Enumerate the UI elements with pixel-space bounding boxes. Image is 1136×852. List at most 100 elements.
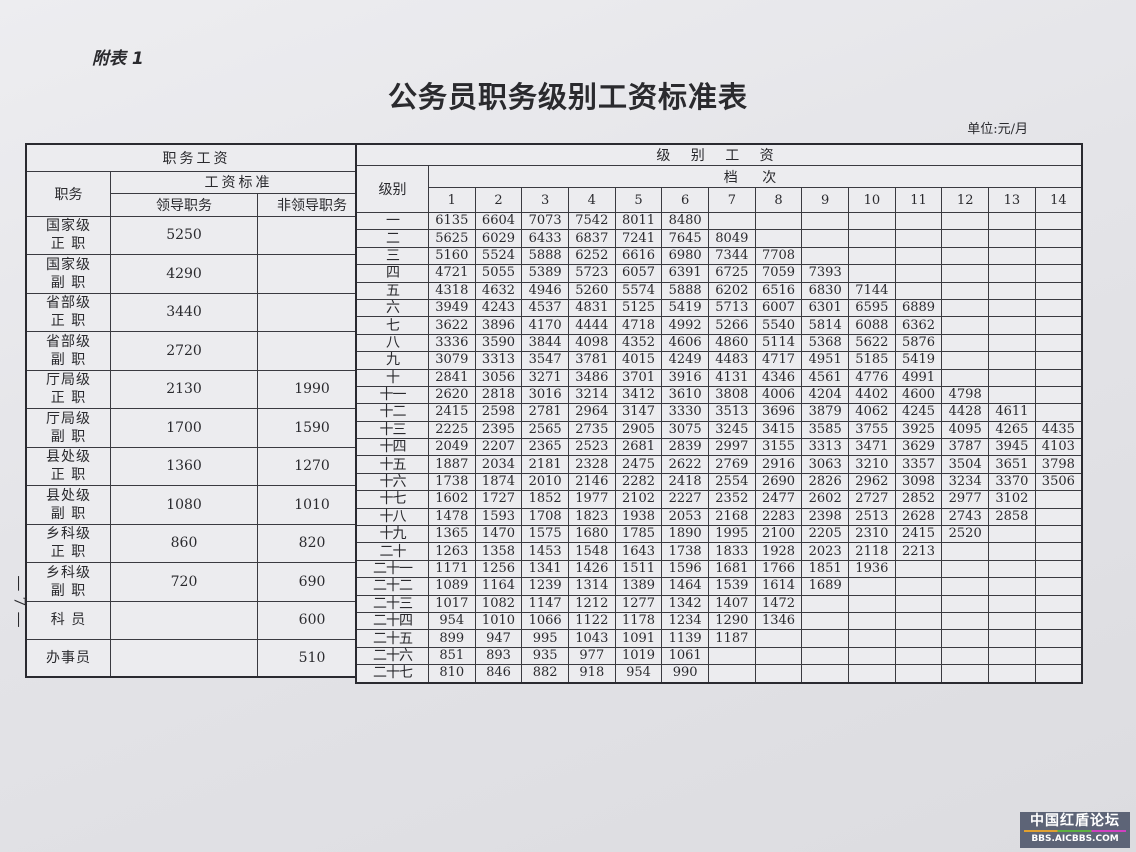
salary-cell: 954 <box>614 664 663 684</box>
salary-cell: 3651 <box>988 455 1036 474</box>
salary-cell: 2962 <box>848 472 896 492</box>
salary-cell: 2168 <box>708 507 756 527</box>
salary-cell: 1290 <box>708 611 756 631</box>
table-row: 十 2841 3056 3271 3486 3701 3916 4131 4346 4561 477… <box>355 368 1083 387</box>
salary-cell: 5114 <box>754 333 803 353</box>
position-text: 国家级 <box>45 218 91 235</box>
table-row: 一 6135 6604 7073 7542 8011 8480 <box>355 211 1083 231</box>
salary-cell: 4318 <box>427 281 476 300</box>
empty-cell <box>801 594 850 613</box>
nonleader-salary <box>257 254 368 294</box>
level-cell: 十二 <box>355 403 429 422</box>
level-cell: 一 <box>355 211 429 231</box>
table-row: 九 3079 3313 3547 3781 4015 4249 4483 4717 4951 518… <box>355 351 1083 370</box>
level-cell: 二十 <box>355 542 429 561</box>
salary-cell: 1171 <box>427 559 476 579</box>
empty-cell <box>941 611 990 631</box>
salary-cell: 8011 <box>614 211 663 231</box>
salary-cell: 2395 <box>474 420 523 440</box>
salary-cell: 3210 <box>848 455 896 474</box>
salary-cell: 4951 <box>801 351 850 370</box>
position-text: 办事员 <box>45 649 91 666</box>
nonleader-salary: 1990 <box>257 369 368 409</box>
table-row: 三 5160 5524 5888 6252 6616 6980 7344 7708 <box>355 246 1083 266</box>
empty-cell <box>1034 281 1083 300</box>
empty-cell <box>941 646 990 666</box>
salary-cell: 6516 <box>754 281 803 300</box>
empty-cell <box>1034 264 1083 283</box>
position-cell: 乡科级正 职 <box>25 523 111 563</box>
position-text: 正 职 <box>50 236 87 253</box>
salary-cell: 1453 <box>521 542 569 561</box>
salary-cell: 2146 <box>567 472 616 492</box>
salary-cell: 1389 <box>614 577 663 596</box>
empty-cell <box>988 298 1036 318</box>
salary-cell: 1596 <box>661 559 709 579</box>
position-text: 县处级 <box>45 449 91 466</box>
position-cell: 办事员 <box>25 638 111 678</box>
salary-cell: 1139 <box>661 629 709 648</box>
salary-cell: 4721 <box>427 264 476 283</box>
salary-cell: 3755 <box>848 420 896 440</box>
salary-cell: 1938 <box>614 507 663 527</box>
salary-cell: 3330 <box>661 403 709 422</box>
leader-salary <box>109 600 259 640</box>
empty-cell <box>941 298 990 318</box>
salary-cell: 3075 <box>661 420 709 440</box>
salary-cell: 3313 <box>801 438 850 457</box>
step-header: 4 <box>567 187 616 213</box>
unit-label: 单位:元/月 <box>967 122 1028 137</box>
step-header: 2 <box>474 187 523 213</box>
salary-cell: 3486 <box>567 368 616 387</box>
nonleader-salary: 690 <box>257 562 368 602</box>
table-row: 乡科级正 职 860 820 <box>25 523 368 563</box>
salary-cell: 1680 <box>567 525 616 544</box>
salary-cell: 2565 <box>521 420 569 440</box>
salary-cell: 1874 <box>474 472 523 492</box>
table-row: 省部级正 职 3440 <box>25 292 368 332</box>
position-cell: 厅局级正 职 <box>25 369 111 409</box>
position-cell: 省部级正 职 <box>25 292 111 332</box>
salary-cell: 1043 <box>567 629 616 648</box>
salary-cell: 1091 <box>614 629 663 648</box>
salary-cell: 5574 <box>614 281 663 300</box>
salary-cell: 3547 <box>521 351 569 370</box>
salary-cell: 1341 <box>521 559 569 579</box>
empty-cell <box>941 594 990 613</box>
nonleader-salary <box>257 331 368 371</box>
salary-cell: 5160 <box>427 246 476 266</box>
salary-cell: 1614 <box>754 577 803 596</box>
salary-cell: 1426 <box>567 559 616 579</box>
empty-cell <box>941 264 990 283</box>
salary-cell: 3016 <box>521 385 569 405</box>
nonleader-salary: 1010 <box>257 485 368 525</box>
empty-cell <box>988 559 1036 579</box>
salary-cell: 4428 <box>941 403 990 422</box>
empty-cell <box>894 264 943 283</box>
salary-cell: 7144 <box>848 281 896 300</box>
salary-cell: 2181 <box>521 455 569 474</box>
empty-cell <box>988 229 1036 248</box>
empty-cell <box>941 542 990 561</box>
table-row: 二十六 851 893 935 977 1019 1061 <box>355 646 1083 666</box>
salary-cell: 5540 <box>754 316 803 335</box>
salary-cell: 3234 <box>941 472 990 492</box>
table-row: 二十 1263 1358 1453 1548 1643 1738 1833 1928 2023 21… <box>355 542 1083 561</box>
table-row: 厅局级副 职 1700 1590 <box>25 408 368 448</box>
empty-cell <box>941 333 990 353</box>
salary-cell: 5876 <box>894 333 943 353</box>
salary-cell: 1082 <box>474 594 523 613</box>
level-cell: 二十三 <box>355 594 429 613</box>
salary-cell: 1464 <box>661 577 709 596</box>
col-nonleader: 非领导职务 <box>257 192 368 217</box>
salary-cell: 4103 <box>1034 438 1083 457</box>
step-header: 9 <box>801 187 850 213</box>
empty-cell <box>1034 316 1083 335</box>
salary-cell: 954 <box>427 611 476 631</box>
empty-cell <box>1034 246 1083 266</box>
empty-cell <box>988 246 1036 266</box>
salary-cell: 7645 <box>661 229 709 248</box>
salary-cell: 1785 <box>614 525 663 544</box>
salary-cell: 6135 <box>427 211 476 231</box>
salary-cell: 2053 <box>661 507 709 527</box>
